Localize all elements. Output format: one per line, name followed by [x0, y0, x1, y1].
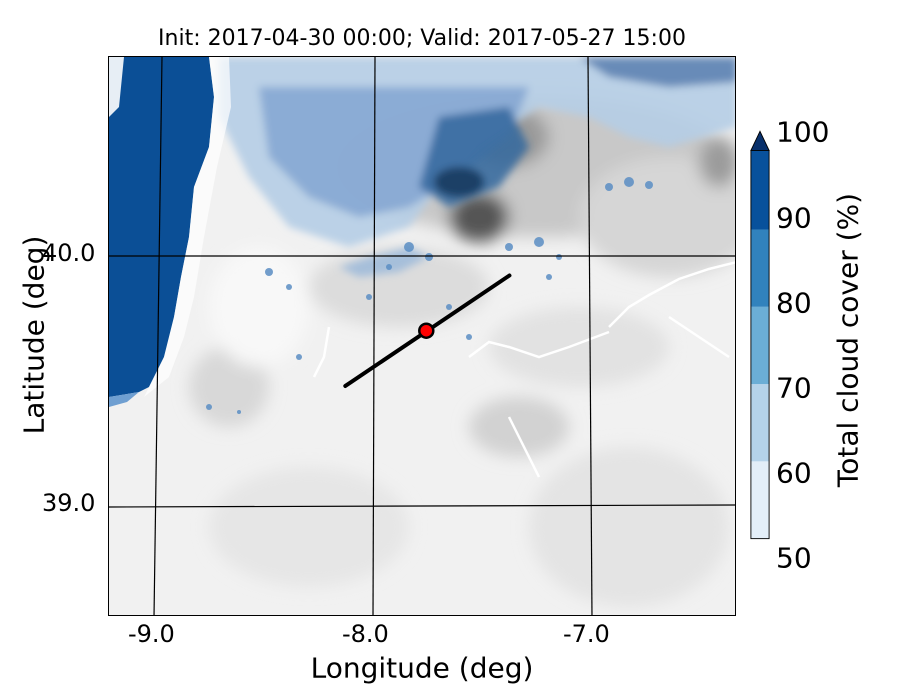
colorbar-extend-arrow	[750, 130, 770, 151]
colorbar-tick-100: 100	[776, 115, 830, 149]
cloud-cells	[206, 177, 653, 414]
colorbar-tick-70: 70	[776, 371, 812, 405]
meridian-minus-7	[587, 57, 593, 615]
sea-area	[109, 57, 214, 397]
colorbar-frame	[750, 149, 770, 540]
colorbar-segment-50-60	[750, 461, 770, 539]
rivers	[312, 261, 735, 478]
graticule	[109, 57, 735, 615]
colorbar-label: Total cloud cover (%)	[831, 192, 865, 488]
meridian-minus-9	[153, 57, 163, 615]
colorbar-tick-90: 90	[776, 201, 812, 235]
x-tick-minus-8: -8.0	[342, 620, 389, 648]
colorbar-segment-80-90	[750, 229, 770, 307]
parallel-39	[109, 504, 735, 508]
colorbar-tick-50: 50	[776, 541, 812, 575]
map-panel	[108, 56, 736, 616]
meridian-minus-8	[372, 57, 376, 615]
y-tick-39: 39.0	[42, 489, 96, 517]
terrain-shading	[189, 97, 735, 607]
coastal-cloud-band-lower	[144, 57, 231, 397]
colorbar	[750, 130, 770, 540]
map-title: Init: 2017-04-30 00:00; Valid: 2017-05-2…	[158, 26, 686, 51]
x-tick-minus-7: -7.0	[563, 620, 610, 648]
colorbar-tick-80: 80	[776, 286, 812, 320]
colorbar-segment-90-100	[750, 150, 770, 230]
x-axis-label: Longitude (deg)	[310, 651, 534, 685]
y-tick-40: 40.0	[42, 239, 96, 267]
y-axis-label: Latitude (deg)	[17, 235, 51, 435]
location-marker	[418, 322, 435, 339]
colorbar-tick-60: 60	[776, 456, 812, 490]
x-tick-minus-9: -9.0	[128, 620, 175, 648]
cloud-cover-field	[219, 57, 735, 277]
offshore-cloud-edge	[109, 392, 139, 407]
colorbar-segment-70-80	[750, 306, 770, 385]
coastal-cloud-band	[109, 57, 124, 117]
colorbar-segment-60-70	[750, 384, 770, 462]
